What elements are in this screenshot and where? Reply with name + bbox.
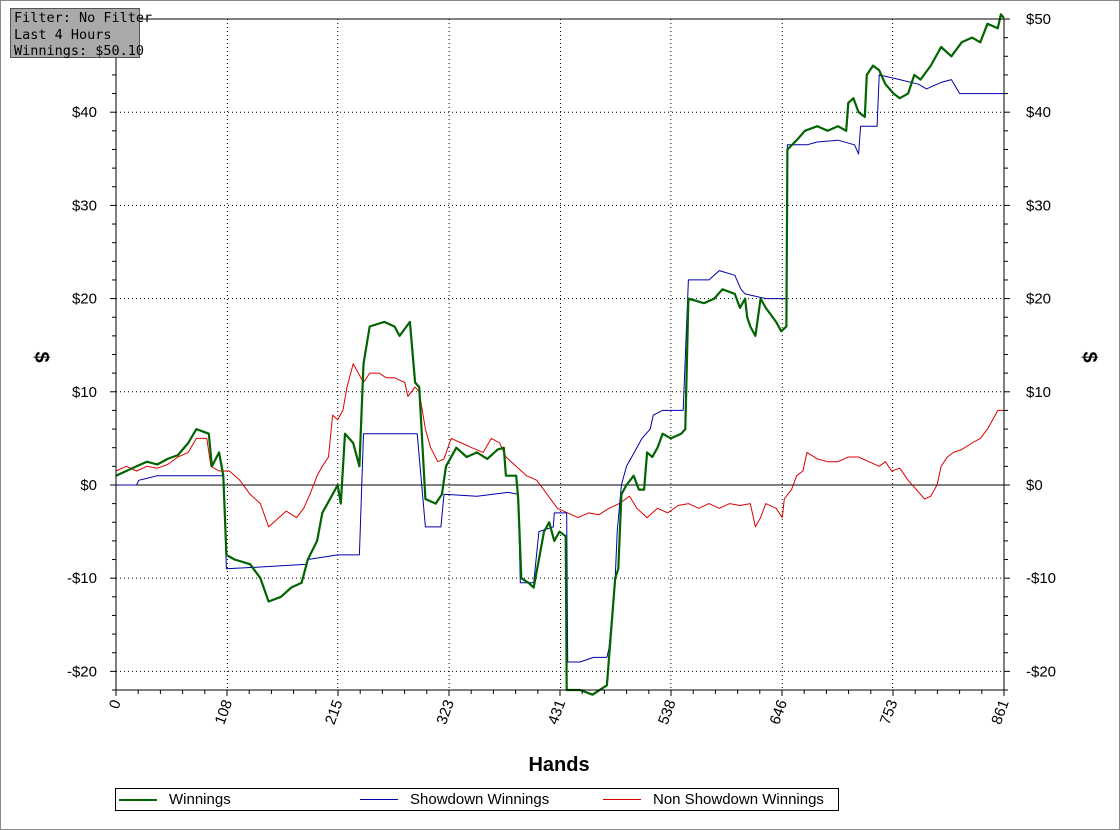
plot-border bbox=[115, 18, 1005, 691]
x-tick-label: 108 bbox=[212, 698, 237, 727]
axes bbox=[110, 18, 1010, 696]
y2-axis-label: $ bbox=[1078, 351, 1100, 362]
y-tick-label-right: -$10 bbox=[1026, 570, 1056, 587]
x-tick-label: 646 bbox=[766, 698, 791, 727]
winnings-total-label: Winnings: $50.10 bbox=[14, 43, 145, 59]
x-tick-label: 0 bbox=[106, 698, 125, 712]
legend-label-nonshowdown: Non Showdown Winnings bbox=[653, 791, 824, 808]
non-showdown-winnings-line bbox=[115, 363, 1004, 528]
filter-label: Filter: No Filter bbox=[14, 10, 153, 26]
x-tick-label: 323 bbox=[433, 698, 458, 727]
series-layer bbox=[115, 13, 1005, 696]
x-tick-label: 538 bbox=[655, 698, 680, 727]
legend-swatch-showdown bbox=[360, 799, 398, 800]
tick-labels: -$20 -$20 -$10 -$10 $0 $0 $10 $10 $20 $20 $30 $30 $4… bbox=[67, 11, 1056, 727]
legend-item-nonshowdown: Non Showdown Winnings bbox=[603, 789, 824, 810]
winnings-line bbox=[115, 13, 1005, 696]
legend: Winnings Showdown Winnings Non Showdown … bbox=[115, 788, 839, 811]
x-axis-label: Hands bbox=[528, 754, 589, 776]
y-tick-label-right: $10 bbox=[1026, 384, 1051, 401]
y-axis-label: $ bbox=[30, 351, 52, 362]
legend-label-winnings: Winnings bbox=[169, 791, 231, 808]
legend-item-winnings: Winnings bbox=[119, 789, 231, 810]
y-tick-label-left: $30 bbox=[72, 197, 97, 214]
y-tick-label-left: $20 bbox=[72, 291, 97, 308]
y-tick-label-right: $40 bbox=[1026, 104, 1051, 121]
filter-info-box: Filter: No Filter Last 4 Hours Winnings:… bbox=[10, 8, 153, 59]
y-tick-label-right: -$20 bbox=[1026, 663, 1056, 680]
showdown-winnings-line bbox=[116, 74, 1004, 663]
time-range-label: Last 4 Hours bbox=[14, 26, 112, 43]
y-tick-label-left: -$20 bbox=[67, 663, 97, 680]
legend-swatch-winnings bbox=[119, 798, 157, 801]
grid bbox=[116, 19, 1004, 690]
y-tick-label-right: $30 bbox=[1026, 197, 1051, 214]
x-tick-label: 753 bbox=[877, 698, 902, 727]
x-tick-label: 215 bbox=[322, 698, 347, 727]
y-tick-label-right: $50 bbox=[1026, 11, 1051, 28]
y-tick-label-left: $40 bbox=[72, 104, 97, 121]
y-tick-label-right: $20 bbox=[1026, 291, 1051, 308]
x-tick-label: 861 bbox=[988, 698, 1013, 727]
legend-item-showdown: Showdown Winnings bbox=[360, 789, 549, 810]
x-tick-label: 431 bbox=[545, 698, 570, 727]
y-tick-label-left: $0 bbox=[80, 477, 97, 494]
y-tick-label-right: $0 bbox=[1026, 477, 1043, 494]
legend-swatch-nonshowdown bbox=[603, 799, 641, 800]
y-tick-label-left: -$10 bbox=[67, 570, 97, 587]
y-tick-label-left: $10 bbox=[72, 384, 97, 401]
legend-label-showdown: Showdown Winnings bbox=[410, 791, 550, 808]
